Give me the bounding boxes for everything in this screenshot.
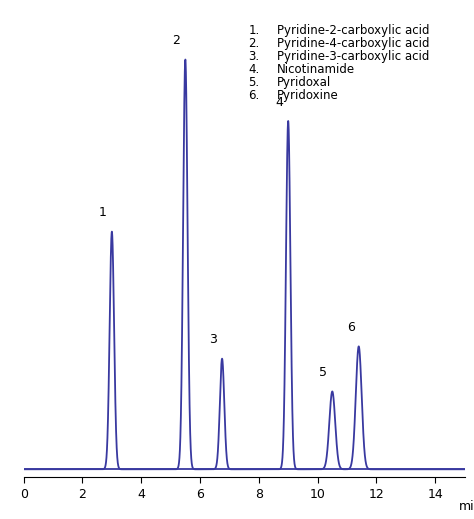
Text: min: min: [459, 500, 474, 513]
Text: 3.: 3.: [248, 50, 260, 63]
Text: 5.: 5.: [248, 76, 260, 89]
Text: 4: 4: [275, 95, 283, 108]
Text: Pyridine-4-carboxylic acid: Pyridine-4-carboxylic acid: [277, 37, 429, 50]
Text: Pyridoxine: Pyridoxine: [277, 89, 339, 102]
Text: 3: 3: [210, 333, 217, 346]
Text: Nicotinamide: Nicotinamide: [277, 63, 356, 76]
Text: 2.: 2.: [248, 37, 260, 50]
Text: 6.: 6.: [248, 89, 260, 102]
Text: 4.: 4.: [248, 63, 260, 76]
Text: 1.: 1.: [248, 24, 260, 37]
Text: Pyridoxal: Pyridoxal: [277, 76, 331, 89]
Text: Pyridine-3-carboxylic acid: Pyridine-3-carboxylic acid: [277, 50, 429, 63]
Text: 5: 5: [319, 366, 328, 379]
Text: 6: 6: [347, 321, 356, 334]
Text: 2: 2: [173, 34, 181, 47]
Text: 1: 1: [99, 207, 107, 220]
Text: Pyridine-2-carboxylic acid: Pyridine-2-carboxylic acid: [277, 24, 429, 37]
